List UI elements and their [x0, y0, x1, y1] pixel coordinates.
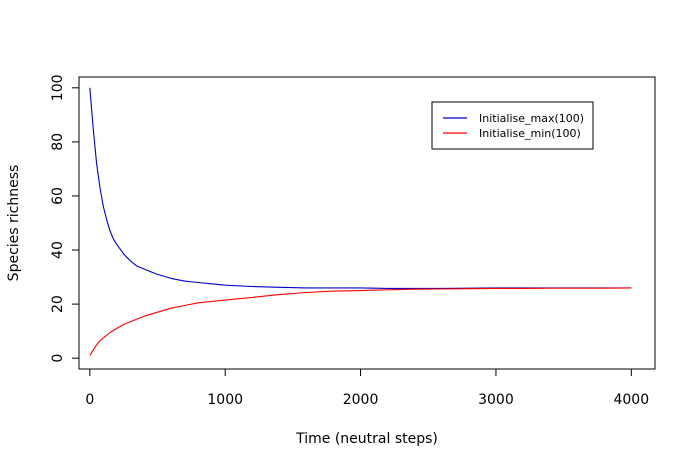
- y-tick-label: 20: [50, 295, 66, 313]
- x-tick-label: 2000: [343, 392, 379, 408]
- x-tick-label: 0: [85, 392, 94, 408]
- x-tick-label: 3000: [478, 392, 514, 408]
- series-layer: [89, 87, 632, 356]
- legend-label-initialise-min: Initialise_min(100): [479, 127, 581, 140]
- x-tick-label: 1000: [207, 392, 243, 408]
- legend: Initialise_max(100) Initialise_min(100): [431, 101, 594, 150]
- legend-box: [431, 101, 594, 150]
- x-tick-label: 4000: [613, 392, 649, 408]
- x-axis-title: Time (neutral steps): [295, 431, 438, 447]
- y-axis-title: Species richness: [6, 165, 22, 282]
- y-tick-label: 100: [50, 74, 66, 101]
- y-tick-label: 80: [50, 133, 66, 151]
- y-tick-label: 0: [50, 354, 66, 363]
- y-axis: 0 20 40 60 80 100: [50, 74, 80, 363]
- series-line-initialise-min: [89, 287, 632, 356]
- y-tick-label: 60: [50, 187, 66, 205]
- legend-label-initialise-max: Initialise_max(100): [479, 112, 584, 125]
- x-axis: 0 1000 2000 3000 4000: [85, 368, 649, 408]
- y-tick-label: 40: [50, 241, 66, 259]
